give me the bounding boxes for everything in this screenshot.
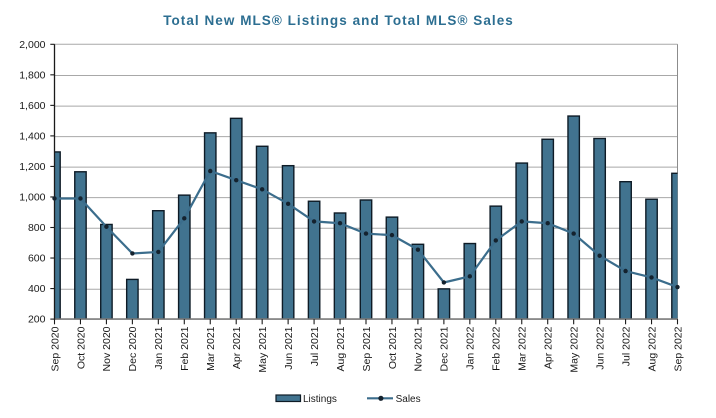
svg-text:600: 600: [28, 253, 46, 265]
svg-text:Apr 2022: Apr 2022: [543, 326, 555, 369]
svg-text:Jul 2021: Jul 2021: [309, 326, 321, 366]
svg-text:200: 200: [28, 314, 46, 326]
svg-text:Feb 2021: Feb 2021: [179, 326, 191, 371]
svg-text:1,800: 1,800: [19, 69, 45, 81]
svg-text:Sep 2022: Sep 2022: [672, 326, 684, 371]
svg-text:2,000: 2,000: [19, 39, 45, 51]
svg-text:Jun 2021: Jun 2021: [283, 326, 295, 369]
svg-text:Nov 2020: Nov 2020: [101, 326, 113, 371]
svg-text:Dec 2021: Dec 2021: [439, 326, 451, 371]
svg-text:Mar 2021: Mar 2021: [205, 326, 217, 371]
svg-text:Oct 2021: Oct 2021: [387, 326, 399, 369]
svg-text:Aug 2021: Aug 2021: [335, 326, 347, 371]
svg-text:1,000: 1,000: [19, 192, 45, 204]
svg-text:Sep 2020: Sep 2020: [49, 326, 61, 371]
svg-text:1,400: 1,400: [19, 131, 45, 143]
svg-text:Aug 2022: Aug 2022: [646, 326, 658, 371]
svg-text:800: 800: [28, 222, 46, 234]
svg-text:May 2021: May 2021: [257, 326, 269, 372]
svg-text:1,200: 1,200: [19, 161, 45, 173]
svg-text:Jun 2022: Jun 2022: [594, 326, 606, 369]
svg-text:Apr 2021: Apr 2021: [231, 326, 243, 369]
svg-text:Feb 2022: Feb 2022: [491, 326, 503, 371]
svg-text:Dec 2020: Dec 2020: [127, 326, 139, 371]
svg-text:May 2022: May 2022: [568, 326, 580, 372]
svg-text:Mar 2022: Mar 2022: [517, 326, 529, 371]
svg-text:Nov 2021: Nov 2021: [413, 326, 425, 371]
svg-text:Jul 2022: Jul 2022: [620, 326, 632, 366]
svg-text:Jan 2021: Jan 2021: [153, 326, 165, 369]
svg-text:Oct 2020: Oct 2020: [75, 326, 87, 369]
svg-text:Listings: Listings: [303, 394, 337, 405]
svg-text:Total New MLS® Listings and To: Total New MLS® Listings and Total MLS® S…: [163, 13, 514, 28]
svg-text:Sales: Sales: [396, 394, 421, 405]
svg-text:Sep 2021: Sep 2021: [361, 326, 373, 371]
svg-text:1,600: 1,600: [19, 100, 45, 112]
svg-text:Jan 2022: Jan 2022: [465, 326, 477, 369]
svg-text:400: 400: [28, 283, 46, 295]
